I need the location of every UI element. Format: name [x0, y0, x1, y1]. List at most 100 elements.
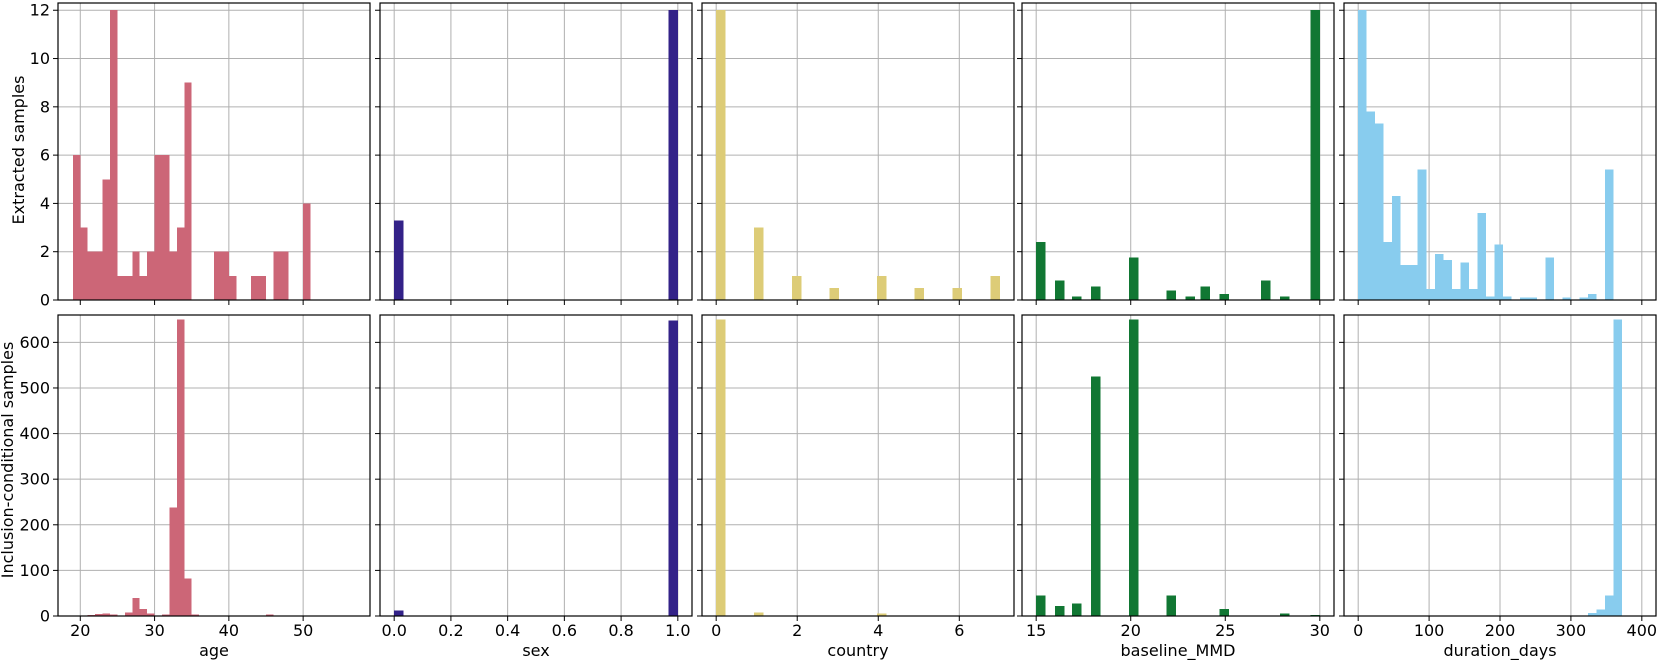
histogram-bar [110, 10, 118, 301]
histogram-bar [829, 287, 840, 300]
histogram-bar [139, 609, 148, 616]
histogram-bar [1400, 264, 1410, 300]
panel-duration_days-extracted [1339, 2, 1657, 305]
histogram-bar [1587, 612, 1597, 616]
histogram-bar [1036, 242, 1046, 300]
x-tick-label: 30 [1310, 621, 1330, 640]
panel-age-extracted: 0 2 4 6 8 10 12 [30, 1, 371, 310]
histogram-bar [1036, 595, 1046, 616]
x-tick-label: 0 [711, 621, 721, 640]
y-tick-label: 0 [40, 607, 50, 626]
histogram-bar [1613, 319, 1622, 616]
histogram-bar [914, 287, 925, 300]
histogram-bar [132, 251, 140, 300]
histogram-bar [1310, 10, 1320, 301]
x-tick-label: 300 [1556, 621, 1587, 640]
histogram-bar [1128, 319, 1139, 616]
histogram-bar [1200, 286, 1211, 300]
y-tick-label: 10 [30, 49, 50, 68]
y-tick-label: 12 [30, 1, 50, 20]
histogram-bar [1468, 289, 1478, 300]
histogram-bar [214, 251, 222, 300]
x-tick-label: 20 [70, 621, 90, 640]
panel-country-extracted [697, 2, 1015, 305]
y-tick-label: 2 [40, 242, 50, 261]
axes-frame [1021, 314, 1335, 617]
histogram-bar [132, 597, 140, 616]
histogram-bar [1434, 254, 1444, 300]
axes-frame [379, 2, 693, 301]
x-tick-label: 4 [873, 621, 883, 640]
histogram-bar [1358, 10, 1367, 301]
histogram-bar [1451, 289, 1461, 300]
histogram-bar [95, 614, 103, 616]
histogram-bar [95, 251, 103, 300]
x-axis-label-baseline_MMD: baseline_MMD [1121, 641, 1236, 661]
histogram-bar [990, 275, 1000, 300]
x-tick-label: 40 [219, 621, 239, 640]
x-tick-label: 0.4 [495, 621, 520, 640]
histogram-bar [1596, 609, 1605, 616]
histogram-bar [102, 179, 110, 300]
histogram-bar [1091, 286, 1101, 300]
histogram-bar [176, 227, 185, 300]
histogram-bar [876, 275, 887, 300]
x-axis-label-country: country [827, 641, 888, 660]
x-tick-label: 25 [1215, 621, 1235, 640]
x-axis-label-duration_days: duration_days [1443, 641, 1556, 661]
panel-baseline_MMD-extracted [1017, 2, 1335, 305]
histogram-bar [1072, 296, 1082, 300]
histogram-bar [716, 10, 726, 301]
histogram-bar [124, 612, 133, 616]
histogram-bar [87, 251, 96, 300]
histogram-bar [191, 614, 200, 616]
histogram-bar [1375, 123, 1384, 300]
histogram-bar [1055, 605, 1065, 616]
y-tick-label: 500 [19, 378, 50, 397]
x-tick-label: 50 [293, 621, 313, 640]
histogram-bar [668, 320, 678, 616]
histogram-bar [394, 610, 404, 616]
histogram-bar [184, 82, 192, 301]
histogram-bar [1604, 595, 1614, 616]
histogram-bar [1579, 297, 1588, 300]
x-tick-label: 6 [954, 621, 964, 640]
x-axis-label-age: age [199, 641, 229, 660]
histogram-bar [117, 275, 125, 300]
panel-duration_days-inclusion: 0 100 200 300 400 duration_days [1339, 314, 1658, 661]
y-tick-label: 600 [19, 333, 50, 352]
x-tick-label: 100 [1414, 621, 1445, 640]
histogram-bar [169, 251, 177, 300]
histogram-bar [124, 275, 133, 300]
histogram-bar [1091, 376, 1101, 616]
histogram-bar [273, 251, 289, 300]
histogram-bar [147, 613, 155, 616]
histogram-bar [1587, 293, 1597, 300]
x-tick-label: 20 [1121, 621, 1141, 640]
x-tick-label: 30 [144, 621, 164, 640]
axes-frame [701, 2, 1015, 301]
histogram-bar [1545, 257, 1554, 300]
histogram-bar [791, 275, 802, 300]
histogram-bar [753, 227, 764, 300]
histogram-bar [162, 155, 170, 300]
histogram-bar [251, 275, 266, 300]
panel-country-inclusion: 0 2 4 6 country [697, 314, 1015, 660]
axes-frame [1021, 2, 1335, 301]
histogram-bar [1366, 111, 1376, 300]
histogram-bar [176, 319, 185, 616]
histogram-bar [1166, 290, 1177, 300]
x-tick-label: 2 [792, 621, 802, 640]
histogram-bar [1409, 264, 1418, 300]
histogram-bar [147, 251, 155, 300]
row-label-extracted: Extracted samples [9, 76, 28, 225]
histogram-bar [1280, 296, 1290, 300]
histogram-bar [72, 155, 81, 300]
histogram-bar [303, 203, 311, 300]
histogram-bar [1185, 296, 1196, 300]
histogram-bar [716, 319, 726, 616]
histogram-bar [1166, 595, 1177, 616]
x-tick-label: 400 [1627, 621, 1658, 640]
